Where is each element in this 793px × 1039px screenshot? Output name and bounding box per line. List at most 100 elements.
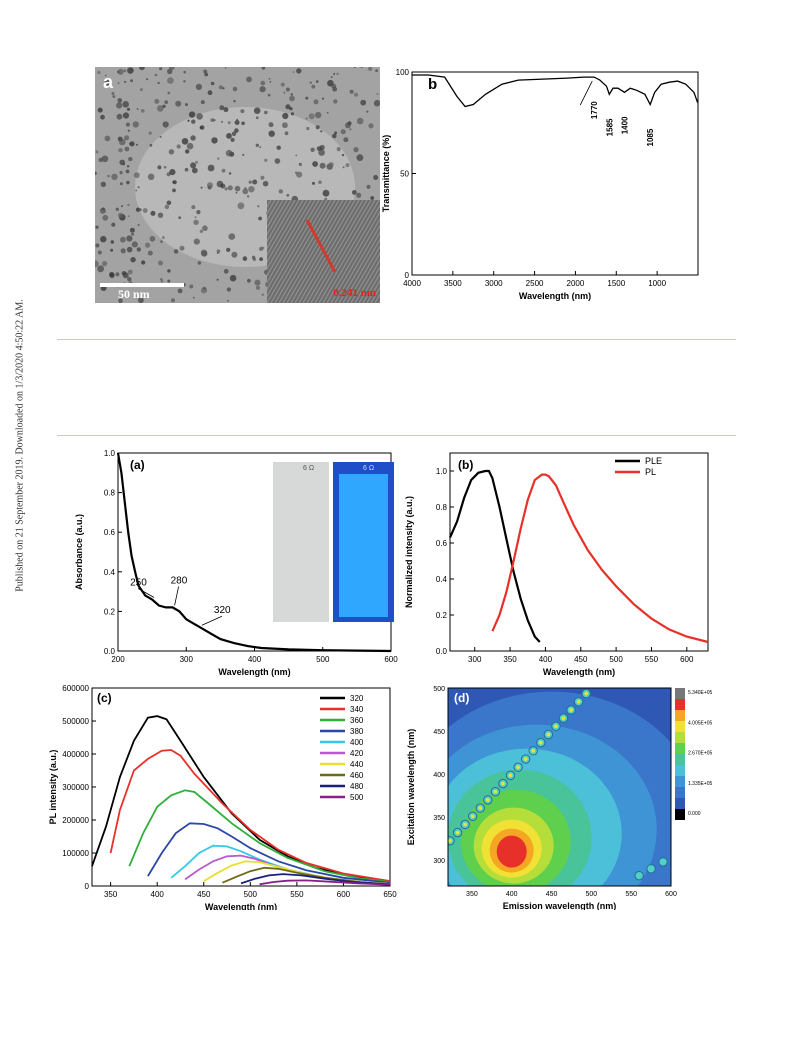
x-tick-label: 350 [466, 891, 478, 898]
nanoparticle [168, 67, 175, 71]
lattice-fringe [267, 200, 280, 222]
nanoparticle [115, 207, 119, 211]
y-tick-label: 1.0 [104, 449, 116, 458]
nanoparticle [230, 137, 235, 142]
lattice-fringe [338, 231, 380, 303]
legend-label: 440 [350, 760, 364, 769]
nanoparticle [330, 76, 333, 78]
nanoparticle [222, 87, 225, 90]
nanoparticle [375, 69, 378, 73]
nanoparticle [187, 119, 190, 122]
nanoparticle [203, 69, 208, 74]
x-tick-label: 2000 [567, 279, 585, 288]
y-tick-label: 0.0 [104, 647, 116, 656]
lattice-fringe [330, 217, 380, 303]
panel-label-a: a [103, 72, 114, 92]
y-axis-label: Excitation wavelength (nm) [406, 729, 416, 846]
scatter-dot-core [561, 716, 566, 720]
nanoparticle [286, 193, 290, 197]
nanoparticle [117, 98, 123, 103]
nanoparticle [110, 240, 114, 244]
nanoparticle [276, 145, 281, 150]
nanoparticle [298, 162, 302, 166]
plot-frame [411, 71, 699, 276]
nanoparticle [132, 121, 139, 128]
nanoparticle [356, 192, 362, 198]
lattice-fringe [267, 200, 288, 236]
nanoparticle [246, 76, 252, 83]
nanoparticle [196, 210, 201, 215]
nanoparticle [157, 165, 162, 170]
lattice-fringe [290, 200, 352, 303]
nanoparticle [280, 82, 285, 87]
nanoparticle [164, 204, 170, 210]
nanoparticle [122, 272, 129, 279]
nanoparticle [319, 162, 326, 169]
legend-label: 460 [350, 771, 364, 780]
y-tick-label: 0.2 [436, 611, 448, 620]
cuvette-cap-label: 6 Ω [363, 465, 375, 472]
nanoparticle [326, 111, 329, 114]
nanoparticle [126, 180, 130, 185]
nanoparticle [246, 195, 250, 198]
nanoparticle [117, 82, 120, 85]
nanoparticle [354, 92, 358, 97]
nanoparticle [159, 135, 162, 138]
nanoparticle [224, 187, 228, 191]
cuvette-photo: 6 Ω 6 Ω [273, 462, 394, 622]
lattice-fringe [267, 200, 308, 270]
nanoparticle [124, 135, 130, 141]
nanoparticle [268, 77, 271, 80]
nanoparticle [195, 83, 202, 90]
colorbar-label: 4.005E+05 [688, 720, 713, 726]
nanoparticle [118, 148, 123, 153]
lattice-fringe [354, 258, 380, 303]
nanoparticle [333, 72, 336, 75]
nanoparticle [135, 143, 138, 146]
nanoparticle [305, 117, 308, 120]
nanoparticle [219, 107, 223, 111]
nanoparticle [285, 104, 291, 110]
nanoparticle [345, 163, 350, 168]
nanoparticle [345, 122, 351, 129]
nanoparticle [203, 286, 206, 290]
nanoparticle [111, 222, 116, 227]
nanoparticle [351, 190, 357, 195]
nanoparticle [97, 70, 101, 75]
nanoparticle [97, 265, 104, 273]
legend-label: 420 [350, 749, 364, 758]
nanoparticle [244, 187, 247, 190]
nanoparticle [261, 67, 266, 70]
scatter-dot-core [425, 864, 429, 868]
nanoparticle [130, 79, 133, 83]
nanoparticle [115, 272, 120, 277]
nanoparticle [139, 88, 143, 92]
nanoparticle [217, 157, 220, 160]
nanoparticle [150, 210, 156, 216]
lattice-fringe [346, 245, 380, 303]
nanoparticle [167, 91, 171, 95]
x-tick-label: 550 [625, 891, 637, 898]
series-line [116, 452, 392, 653]
nanoparticle [129, 227, 135, 233]
nanoparticle [368, 123, 374, 129]
nanoparticle [253, 107, 261, 114]
nanoparticle [290, 112, 295, 116]
nanoparticle [247, 278, 251, 283]
peak-label: 1085 [646, 128, 655, 146]
lattice-fringe [326, 210, 380, 303]
nanoparticle [142, 208, 148, 213]
x-axis-label: Wavelength (nm) [205, 902, 277, 910]
peak-label: 280 [171, 575, 188, 586]
nanoparticle [178, 216, 182, 220]
nanoparticle [126, 235, 133, 242]
nanoparticle [248, 180, 252, 184]
peak-arrow [137, 588, 155, 598]
nanoparticle [129, 68, 133, 72]
nanoparticle [200, 100, 205, 105]
nanoparticle [168, 149, 175, 155]
nanoparticle [139, 208, 142, 212]
nanoparticle [231, 251, 238, 258]
lattice-fringe [267, 200, 284, 229]
y-tick-label: 300000 [62, 783, 89, 792]
